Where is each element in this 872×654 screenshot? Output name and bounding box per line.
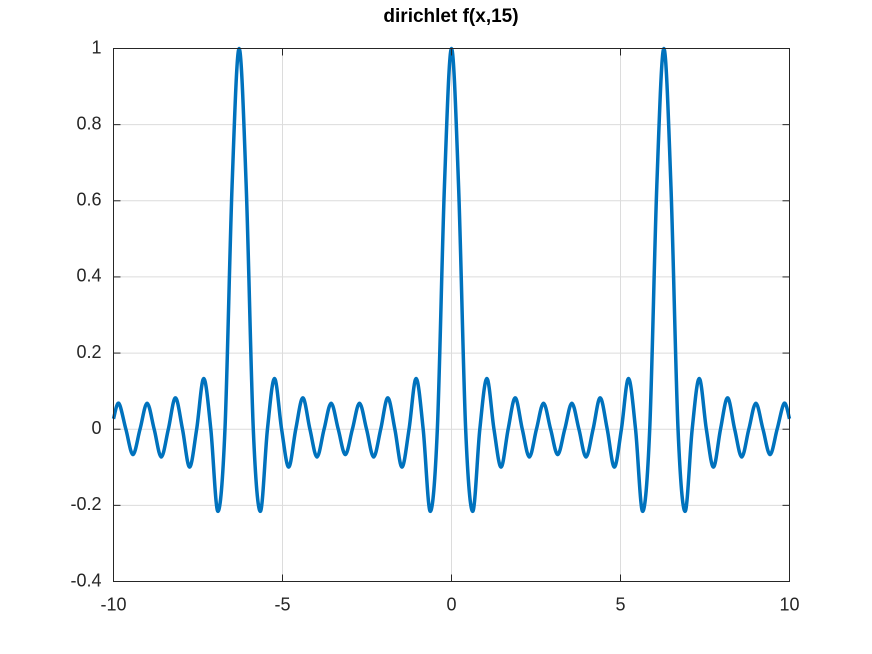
- y-tick-label: 0.2: [76, 342, 101, 362]
- x-tick-label: -5: [274, 594, 290, 614]
- y-tick-label: 1: [91, 37, 101, 57]
- x-tick-label: 10: [779, 594, 799, 614]
- y-tick-label: 0.6: [76, 190, 101, 210]
- ticks: -10 -5 0 5 10 -0.4 -0.2 0 0.2 0.4 0.6 0.8 1: [70, 37, 799, 614]
- x-tick-label: 0: [446, 594, 456, 614]
- x-tick-label: -10: [100, 594, 126, 614]
- y-tick-label: 0.8: [76, 113, 101, 133]
- y-tick-label: 0: [91, 418, 101, 438]
- y-tick-label: 0.4: [76, 266, 101, 286]
- x-tick-label: 5: [615, 594, 625, 614]
- y-tick-label: -0.2: [70, 494, 101, 514]
- chart-title: dirichlet f(x,15): [383, 6, 518, 27]
- y-tick-label: -0.4: [70, 570, 101, 590]
